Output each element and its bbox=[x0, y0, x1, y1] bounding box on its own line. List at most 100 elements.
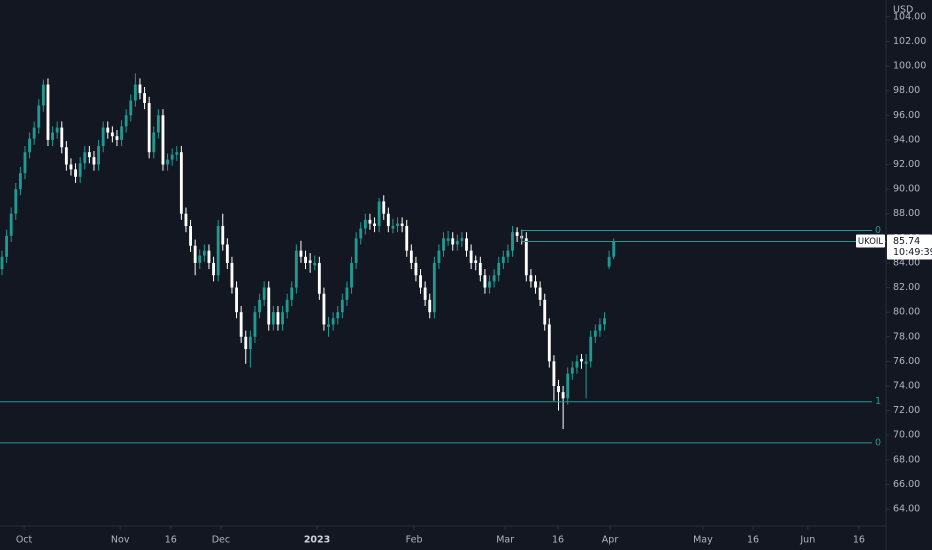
candle-body bbox=[9, 213, 13, 236]
x-tick-label: 16 bbox=[853, 535, 865, 546]
y-tick-label: 80.00 bbox=[893, 307, 920, 318]
candle-body bbox=[258, 299, 261, 313]
y-tick-label: 98.00 bbox=[893, 85, 920, 96]
countdown-label: 10:49:39 bbox=[893, 247, 932, 258]
y-tick-label: 68.00 bbox=[893, 454, 920, 465]
y-tick-label: 72.00 bbox=[893, 405, 920, 416]
candle-body bbox=[552, 361, 556, 386]
candle-body bbox=[120, 126, 123, 140]
candle-body bbox=[428, 299, 432, 313]
candle-body bbox=[0, 256, 4, 270]
candle-body bbox=[225, 244, 229, 263]
candle-body bbox=[78, 163, 82, 177]
candle-body bbox=[322, 293, 326, 325]
candle-body bbox=[580, 358, 583, 362]
candle-body bbox=[147, 102, 151, 153]
candle-body bbox=[244, 336, 248, 350]
candle-body bbox=[317, 262, 321, 294]
candle-body bbox=[340, 299, 344, 313]
candle-body bbox=[124, 115, 128, 127]
candle-body bbox=[350, 262, 353, 288]
candle-body bbox=[46, 84, 50, 140]
candle-body bbox=[239, 312, 243, 337]
candle-body bbox=[391, 226, 395, 229]
candle-body bbox=[377, 201, 381, 227]
candle-body bbox=[161, 115, 165, 165]
candle-body bbox=[37, 105, 41, 128]
candle-body bbox=[152, 132, 156, 153]
x-tick-label: 16 bbox=[552, 535, 564, 546]
x-tick-label: Mar bbox=[496, 535, 514, 546]
candle-body bbox=[115, 136, 119, 140]
candle-body bbox=[483, 275, 487, 288]
candle-body bbox=[492, 275, 496, 282]
candle-body bbox=[207, 250, 211, 263]
candle-body bbox=[575, 361, 579, 368]
candle-body bbox=[451, 238, 455, 245]
candle-body bbox=[488, 281, 491, 288]
candle-body bbox=[193, 245, 197, 263]
candle-body bbox=[515, 232, 519, 236]
candle-body bbox=[184, 213, 188, 227]
candle-body bbox=[474, 260, 478, 263]
x-tick-label: 16 bbox=[747, 535, 759, 546]
y-tick-label: 90.00 bbox=[893, 184, 920, 195]
candle-body bbox=[83, 152, 87, 164]
candle-body bbox=[442, 238, 445, 251]
x-tick-label: Nov bbox=[111, 535, 130, 546]
candle-body bbox=[396, 223, 399, 227]
level-label: 0 bbox=[875, 225, 881, 236]
candle-body bbox=[166, 159, 169, 165]
candle-body bbox=[561, 392, 565, 399]
candle-body bbox=[92, 157, 96, 165]
candle-body bbox=[534, 281, 537, 288]
price-tag bbox=[887, 234, 932, 260]
candle-body bbox=[235, 287, 238, 313]
x-tick-label: Dec bbox=[212, 535, 230, 546]
candle-body bbox=[405, 226, 409, 251]
symbol-tag bbox=[856, 234, 885, 248]
x-tick-label: Apr bbox=[602, 535, 619, 546]
candle-body bbox=[336, 312, 340, 319]
candle-body bbox=[230, 262, 234, 288]
candle-body bbox=[294, 250, 298, 288]
candle-body bbox=[170, 154, 174, 160]
candle-body bbox=[400, 223, 404, 227]
candle-body bbox=[331, 318, 335, 325]
candle-body bbox=[28, 138, 32, 153]
candle-body bbox=[110, 132, 114, 137]
x-tick-label: Feb bbox=[406, 535, 423, 546]
y-tick-label: 74.00 bbox=[893, 380, 920, 391]
y-tick-label: 92.00 bbox=[893, 159, 920, 170]
candle-body bbox=[308, 260, 312, 263]
candle-body bbox=[547, 324, 551, 362]
candle-body bbox=[359, 228, 363, 239]
candle-body bbox=[198, 255, 202, 263]
candle-body bbox=[511, 232, 514, 251]
candle-body bbox=[607, 256, 611, 267]
candle-body bbox=[106, 127, 110, 133]
y-tick-label: 104.00 bbox=[893, 11, 926, 22]
candle-body bbox=[543, 299, 547, 325]
last-price-label: 85.74 bbox=[893, 236, 920, 247]
candle-body bbox=[138, 84, 142, 94]
candle-body bbox=[570, 367, 574, 374]
x-tick-label: 16 bbox=[165, 535, 177, 546]
candle-body bbox=[189, 226, 192, 246]
candle-body bbox=[14, 189, 18, 214]
y-tick-label: 64.00 bbox=[893, 504, 920, 515]
x-tick-label: Jun bbox=[799, 535, 815, 546]
candle-body bbox=[212, 262, 215, 276]
candle-body bbox=[179, 152, 183, 214]
candle-body bbox=[23, 152, 27, 174]
candle-body bbox=[60, 127, 64, 148]
candle-body bbox=[612, 241, 616, 257]
level-label: 1 bbox=[875, 396, 881, 407]
candle-body bbox=[51, 132, 54, 140]
candle-body bbox=[423, 287, 427, 300]
plot-area bbox=[0, 73, 616, 430]
candle-body bbox=[437, 250, 441, 263]
candle-body bbox=[460, 238, 464, 241]
